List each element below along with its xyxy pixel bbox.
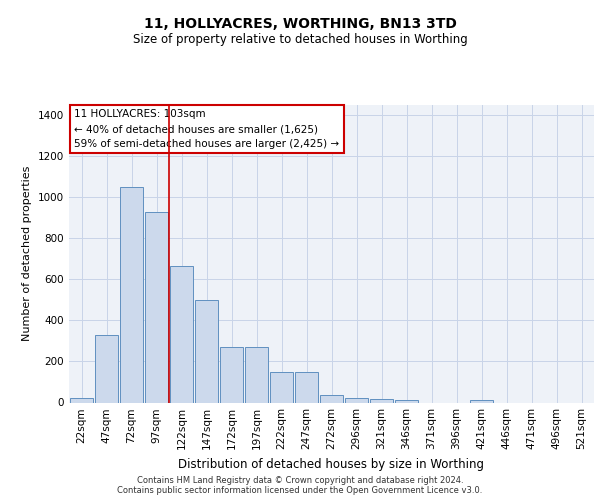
Bar: [344, 398, 368, 402]
Bar: [145, 212, 169, 402]
Bar: [119, 187, 143, 402]
Bar: [220, 347, 244, 403]
Text: Size of property relative to detached houses in Worthing: Size of property relative to detached ho…: [133, 32, 467, 46]
Text: 11, HOLLYACRES, WORTHING, BN13 3TD: 11, HOLLYACRES, WORTHING, BN13 3TD: [143, 18, 457, 32]
Bar: [194, 300, 218, 402]
Bar: [470, 400, 493, 402]
Bar: [95, 335, 118, 402]
Text: 11 HOLLYACRES: 103sqm
← 40% of detached houses are smaller (1,625)
59% of semi-d: 11 HOLLYACRES: 103sqm ← 40% of detached …: [74, 110, 340, 149]
Bar: [320, 396, 343, 402]
Bar: [70, 398, 94, 402]
Text: Contains HM Land Registry data © Crown copyright and database right 2024.
Contai: Contains HM Land Registry data © Crown c…: [118, 476, 482, 495]
X-axis label: Distribution of detached houses by size in Worthing: Distribution of detached houses by size …: [179, 458, 485, 471]
Y-axis label: Number of detached properties: Number of detached properties: [22, 166, 32, 342]
Bar: [295, 372, 319, 402]
Bar: [395, 400, 418, 402]
Bar: [269, 372, 293, 402]
Bar: [170, 266, 193, 402]
Bar: [245, 347, 268, 403]
Bar: [370, 400, 394, 402]
